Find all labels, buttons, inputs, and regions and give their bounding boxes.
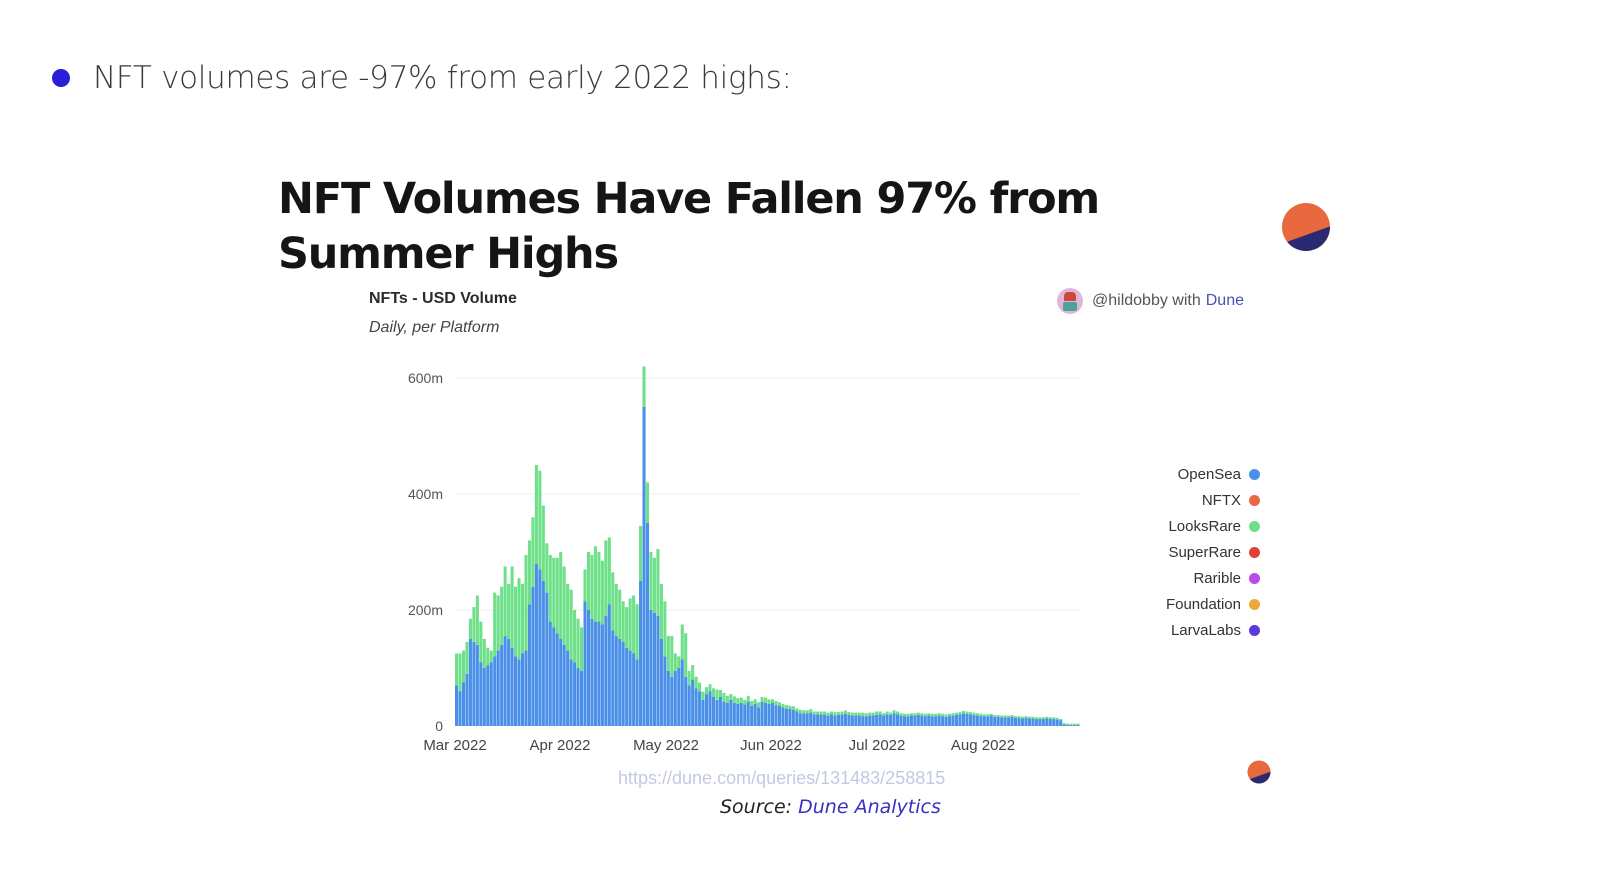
y-tick-label: 400m: [408, 486, 443, 502]
chart-subtitle-secondary: Daily, per Platform: [369, 319, 500, 336]
legend-label: Foundation: [1165, 595, 1241, 613]
chart-legend: OpenSea NFTX LooksRare SuperRare Rarible Foun…: [1120, 461, 1260, 643]
figure-title: NFT Volumes Have Fallen 97% from Summer …: [278, 174, 1100, 279]
bullet-dot-icon: [52, 69, 70, 87]
x-tick-label: Mar 2022: [423, 737, 486, 754]
y-tick-label: 200m: [408, 602, 443, 618]
legend-label: LooksRare: [1168, 517, 1241, 535]
x-tick-label: May 2022: [633, 737, 699, 754]
bullet-point: NFT volumes are -97% from early 2022 hig…: [52, 60, 792, 96]
x-tick-label: Jun 2022: [740, 737, 802, 754]
source-line: Source: Dune Analytics: [720, 796, 941, 818]
legend-label: LarvaLabs: [1170, 621, 1241, 639]
legend-label: Rarible: [1193, 569, 1241, 587]
dune-logo-icon: [1282, 203, 1330, 251]
y-tick-label: 600m: [408, 370, 443, 386]
query-url-link[interactable]: https://dune.com/queries/131483/258815: [618, 768, 946, 788]
y-axis-ticks: 0 200m 400m 600m: [408, 370, 443, 734]
x-tick-label: Jul 2022: [849, 737, 906, 754]
legend-label: OpenSea: [1177, 465, 1241, 483]
chart-subtitle: NFTs - USD Volume: [369, 290, 517, 307]
legend-dot-icon: [1249, 468, 1260, 480]
legend-item[interactable]: SuperRare: [1120, 539, 1260, 565]
x-axis-ticks: Mar 2022 Apr 2022 May 2022 Jun 2022 Jul 2022…: [423, 737, 1015, 754]
avatar: [1057, 288, 1083, 314]
source-link[interactable]: Dune Analytics: [798, 796, 941, 818]
bars: [455, 366, 1080, 726]
credit-brand-link[interactable]: Dune: [1205, 292, 1244, 309]
legend-item[interactable]: NFTX: [1120, 487, 1260, 513]
dune-logo-small-icon: [1247, 760, 1271, 784]
legend-label: SuperRare: [1168, 543, 1241, 561]
legend-dot-icon: [1249, 624, 1260, 636]
legend-label: NFTX: [1201, 491, 1241, 509]
legend-item[interactable]: Foundation: [1120, 591, 1260, 617]
x-tick-label: Aug 2022: [951, 737, 1015, 754]
bullet-text: NFT volumes are -97% from early 2022 hig…: [93, 60, 792, 96]
legend-item[interactable]: LooksRare: [1120, 513, 1260, 539]
legend-item[interactable]: LarvaLabs: [1120, 617, 1260, 643]
legend-dot-icon: [1249, 520, 1260, 532]
legend-dot-icon: [1249, 598, 1260, 610]
legend-dot-icon: [1249, 572, 1260, 584]
x-tick-label: Apr 2022: [530, 737, 591, 754]
y-tick-label: 0: [435, 718, 443, 734]
legend-dot-icon: [1249, 494, 1260, 506]
credit-user: @hildobby with: [1092, 292, 1201, 309]
legend-item[interactable]: OpenSea: [1120, 461, 1260, 487]
legend-item[interactable]: Rarible: [1120, 565, 1260, 591]
chart-credit: @hildobby with Dune: [1057, 288, 1244, 314]
source-prefix: Source:: [720, 796, 799, 818]
legend-dot-icon: [1249, 546, 1260, 558]
